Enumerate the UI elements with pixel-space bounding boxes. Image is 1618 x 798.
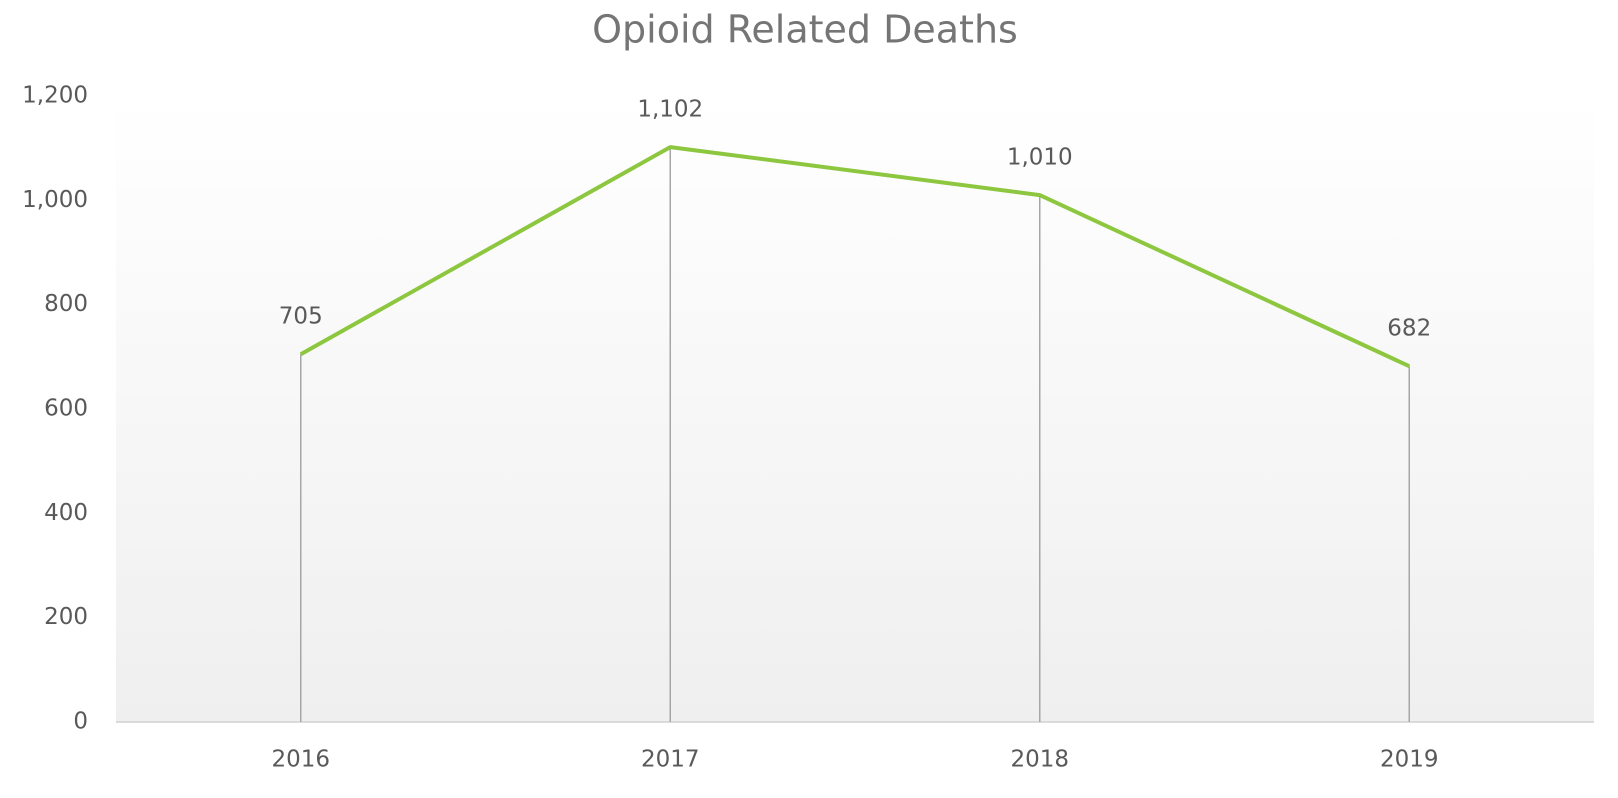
x-tick-label: 2019 xyxy=(1380,747,1439,773)
y-tick-label: 1,000 xyxy=(22,187,88,213)
x-tick-label: 2016 xyxy=(271,747,330,773)
y-tick-label: 800 xyxy=(44,291,88,317)
chart-title: Opioid Related Deaths xyxy=(592,8,1018,52)
y-tick-label: 1,200 xyxy=(22,83,88,109)
plot-background xyxy=(116,96,1594,722)
y-tick-label: 600 xyxy=(44,396,88,422)
data-label: 1,010 xyxy=(1007,145,1073,171)
data-label: 682 xyxy=(1387,316,1431,342)
data-label: 1,102 xyxy=(637,97,703,123)
y-tick-label: 400 xyxy=(44,500,88,526)
series-line xyxy=(299,145,1411,369)
y-tick-label: 0 xyxy=(73,709,88,735)
x-tick-label: 2017 xyxy=(641,747,700,773)
y-tick-label: 200 xyxy=(44,604,88,630)
data-label: 705 xyxy=(279,304,323,330)
x-tick-label: 2018 xyxy=(1010,747,1069,773)
